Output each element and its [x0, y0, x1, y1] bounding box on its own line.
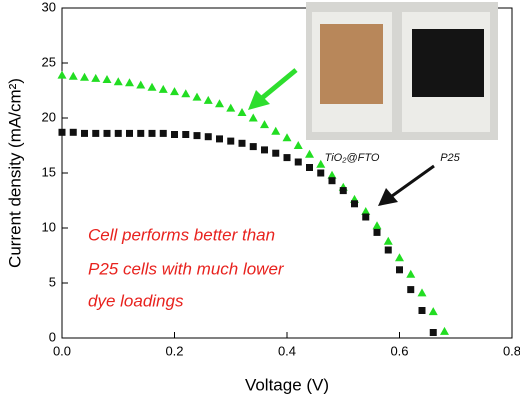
annotation: dye loadings — [88, 291, 184, 310]
triangle-marker — [327, 170, 337, 179]
arrow-shaft — [391, 164, 435, 198]
square-marker — [227, 137, 235, 145]
triangle-marker — [440, 326, 449, 335]
x-tick-label: 0.0 — [53, 343, 71, 358]
square-marker — [283, 154, 291, 162]
square-marker — [69, 128, 77, 136]
x-tick-label: 0.8 — [503, 343, 520, 358]
square-marker — [373, 228, 381, 236]
triangle-marker — [305, 149, 314, 158]
triangle-marker — [68, 71, 78, 80]
triangle-marker — [383, 236, 393, 245]
triangle-marker — [192, 92, 202, 101]
square-marker — [339, 187, 347, 195]
x-tick-label: 0.4 — [278, 343, 296, 358]
square-marker — [261, 146, 268, 154]
square-marker — [362, 213, 370, 221]
square-marker — [317, 169, 325, 177]
triangle-marker — [215, 99, 224, 108]
triangle-marker — [57, 70, 67, 79]
square-marker — [272, 149, 280, 157]
square-marker — [429, 329, 437, 336]
square-marker — [137, 129, 145, 137]
triangle-marker — [395, 253, 404, 262]
x-tick-label: 0.6 — [390, 343, 408, 358]
triangle-marker — [91, 73, 101, 82]
square-marker — [294, 158, 302, 166]
square-marker — [249, 143, 257, 151]
arrow-shaft — [260, 68, 298, 100]
annotation: P25 cells with much lower — [88, 259, 285, 278]
square-marker — [114, 129, 122, 137]
inset-photo — [306, 2, 498, 140]
triangle-marker — [158, 84, 168, 93]
square-marker — [193, 132, 201, 140]
y-tick-label: 0 — [49, 329, 56, 344]
square-marker — [182, 131, 190, 138]
square-marker — [418, 307, 426, 314]
triangle-marker — [428, 307, 438, 316]
triangle-marker — [417, 288, 427, 297]
y-tick-label: 25 — [42, 54, 56, 69]
square-marker — [92, 129, 100, 137]
triangle-marker — [237, 108, 247, 116]
triangle-marker — [372, 221, 382, 230]
data-marks — [57, 70, 449, 336]
y-tick-label: 20 — [42, 109, 56, 124]
square-marker — [204, 133, 212, 141]
triangle-marker — [260, 120, 269, 129]
square-marker — [306, 164, 313, 171]
x-axis-label: Voltage (V) — [245, 375, 329, 394]
triangle-marker — [113, 77, 123, 86]
square-marker — [81, 129, 88, 137]
triangle-marker — [125, 78, 134, 87]
triangle-marker — [406, 269, 416, 278]
square-marker — [103, 129, 111, 137]
triangle-marker — [147, 82, 157, 91]
triangle-marker — [102, 75, 112, 83]
square-marker — [159, 129, 167, 137]
square-marker — [171, 131, 178, 138]
y-axis-label: Current density (mA/cm²) — [5, 78, 24, 268]
x-tick-label: 0.2 — [165, 343, 183, 358]
triangle-marker — [316, 159, 326, 168]
arrow-head — [378, 188, 398, 206]
square-marker — [328, 177, 336, 185]
square-marker — [58, 128, 66, 136]
triangle-marker — [361, 207, 371, 215]
inset-label: TiO₂@FTO — [325, 152, 380, 164]
film-tio2 — [320, 24, 383, 104]
y-tick-label: 10 — [42, 219, 56, 234]
y-tick-label: 15 — [42, 164, 56, 179]
square-marker — [384, 246, 392, 254]
film-p25 — [412, 29, 484, 97]
square-marker — [351, 200, 358, 208]
triangle-marker — [282, 133, 292, 142]
triangle-marker — [226, 103, 236, 112]
square-marker — [148, 129, 156, 137]
arrow-head — [248, 90, 270, 110]
triangle-marker — [80, 72, 89, 81]
y-tick-label: 30 — [42, 0, 56, 14]
arrows — [248, 68, 435, 206]
triangle-marker — [293, 141, 303, 149]
annotation: Cell performs better than — [88, 225, 275, 244]
y-tick-label: 5 — [49, 274, 56, 289]
triangle-marker — [271, 126, 281, 135]
triangle-marker — [136, 80, 146, 89]
square-marker — [216, 135, 223, 143]
inset-label: P25 — [440, 152, 460, 164]
triangle-marker — [203, 95, 213, 104]
triangle-marker — [248, 113, 258, 122]
square-marker — [396, 266, 403, 274]
triangle-marker — [181, 89, 191, 98]
square-marker — [126, 129, 133, 137]
triangle-marker — [170, 87, 179, 96]
square-marker — [238, 139, 246, 147]
square-marker — [407, 286, 415, 294]
